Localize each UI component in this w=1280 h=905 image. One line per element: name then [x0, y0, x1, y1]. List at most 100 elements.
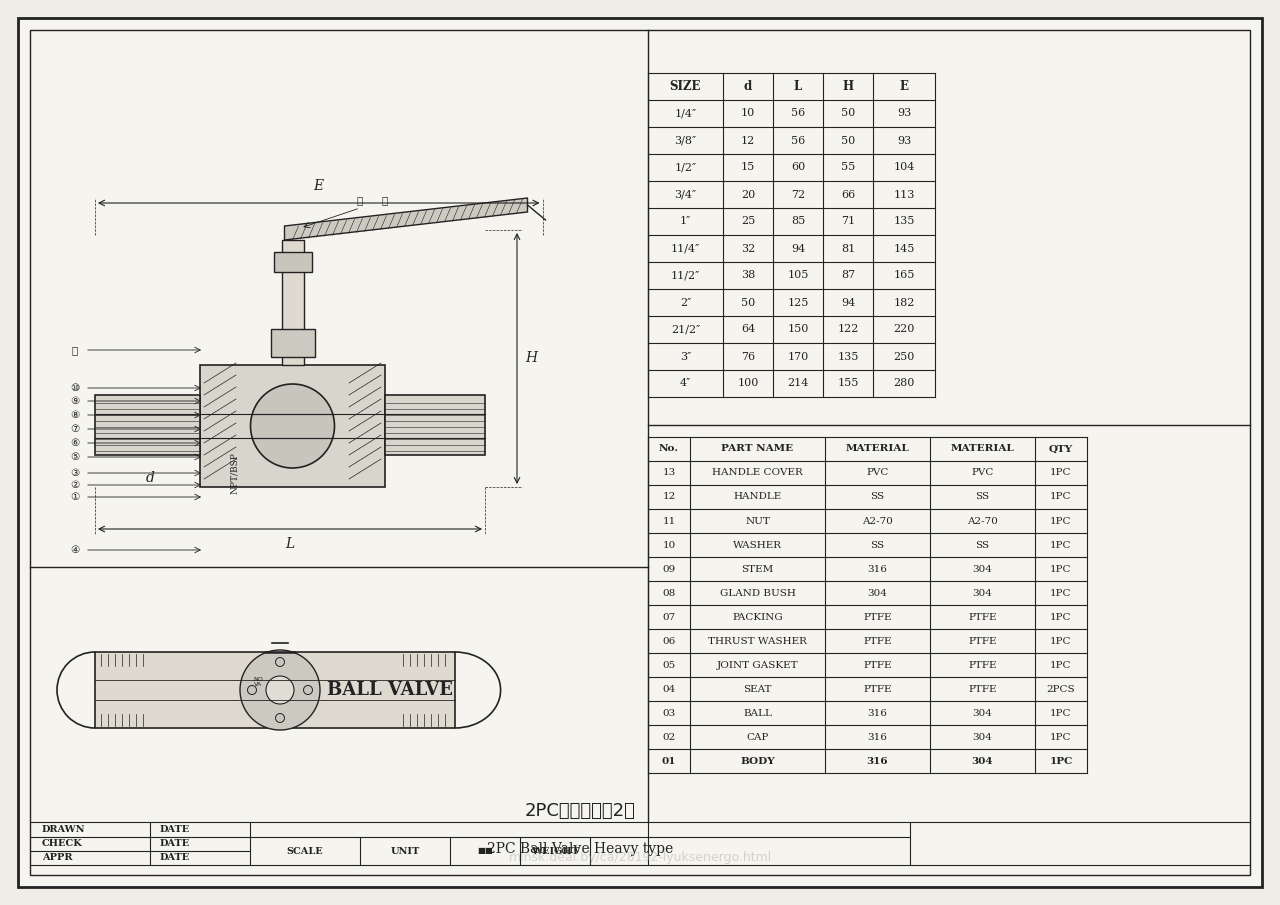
Text: ⑩: ⑩	[70, 383, 79, 393]
Text: ⑥: ⑥	[70, 438, 79, 448]
Text: 105: 105	[787, 271, 809, 281]
Text: 64: 64	[741, 325, 755, 335]
Text: 304: 304	[973, 709, 992, 718]
Text: 55: 55	[841, 163, 855, 173]
Circle shape	[275, 658, 284, 666]
Text: 21/2″: 21/2″	[671, 325, 700, 335]
Text: SCALE: SCALE	[287, 846, 324, 855]
Text: 1PC: 1PC	[1050, 757, 1073, 766]
Text: ④: ④	[70, 545, 79, 555]
Text: 38: 38	[741, 271, 755, 281]
Text: 20: 20	[741, 189, 755, 199]
Text: NPT/BSP: NPT/BSP	[230, 452, 239, 494]
Text: 56: 56	[791, 136, 805, 146]
Text: E: E	[314, 179, 324, 193]
Text: PTFE: PTFE	[863, 636, 892, 645]
Text: 2PCS: 2PCS	[1047, 684, 1075, 693]
Text: PTFE: PTFE	[968, 661, 997, 670]
Text: A2-70: A2-70	[968, 517, 998, 526]
Bar	[270, 329, 315, 357]
Text: 304: 304	[972, 757, 993, 766]
Text: DATE: DATE	[160, 840, 191, 849]
Text: SS: SS	[870, 540, 884, 549]
Text: PART NAME: PART NAME	[722, 444, 794, 453]
Bar	[95, 395, 200, 455]
Circle shape	[266, 676, 294, 704]
Text: 25: 25	[741, 216, 755, 226]
Text: 71: 71	[841, 216, 855, 226]
Text: 50: 50	[841, 136, 855, 146]
Text: WASHER: WASHER	[733, 540, 782, 549]
Text: PVC: PVC	[867, 469, 888, 478]
Text: 11/4″: 11/4″	[671, 243, 700, 253]
Text: 316: 316	[868, 732, 887, 741]
Circle shape	[241, 650, 320, 730]
Text: MATERIAL: MATERIAL	[846, 444, 909, 453]
Text: 11/2″: 11/2″	[671, 271, 700, 281]
Text: QTY: QTY	[1048, 444, 1073, 453]
Text: 12: 12	[662, 492, 676, 501]
Text: 316: 316	[868, 709, 887, 718]
Text: PTFE: PTFE	[863, 661, 892, 670]
Text: 1PC: 1PC	[1051, 661, 1071, 670]
Text: 1PC: 1PC	[1051, 540, 1071, 549]
Text: 50: 50	[741, 298, 755, 308]
Text: 09: 09	[662, 565, 676, 574]
Text: 15: 15	[741, 163, 755, 173]
Text: DATE: DATE	[160, 824, 191, 834]
Text: 304: 304	[973, 588, 992, 597]
Text: minsk.deal.by/cа/28192-lyuksenergo.html: minsk.deal.by/cа/28192-lyuksenergo.html	[508, 851, 772, 863]
Text: 08: 08	[662, 588, 676, 597]
Text: HANDLE: HANDLE	[733, 492, 782, 501]
Text: 12: 12	[741, 136, 755, 146]
Text: HANDLE COVER: HANDLE COVER	[712, 469, 803, 478]
Text: 170: 170	[787, 351, 809, 361]
Text: ⑦: ⑦	[70, 424, 79, 434]
Text: L: L	[285, 537, 294, 551]
Text: 182: 182	[893, 298, 915, 308]
Text: 72: 72	[791, 189, 805, 199]
Text: 165: 165	[893, 271, 915, 281]
Polygon shape	[284, 198, 527, 240]
Text: CAP: CAP	[746, 732, 769, 741]
Text: STEM: STEM	[741, 565, 773, 574]
Text: ②: ②	[70, 480, 79, 490]
Text: DATE: DATE	[160, 853, 191, 862]
Text: 316: 316	[867, 757, 888, 766]
Circle shape	[275, 713, 284, 722]
Text: 1/4″: 1/4″	[675, 109, 696, 119]
Text: THRUST WASHER: THRUST WASHER	[708, 636, 806, 645]
Text: 145: 145	[893, 243, 915, 253]
Text: 93: 93	[897, 109, 911, 119]
Text: PTFE: PTFE	[863, 613, 892, 622]
Text: 06: 06	[662, 636, 676, 645]
Text: 2″: 2″	[680, 298, 691, 308]
Bar	[95, 652, 454, 728]
Text: H: H	[842, 80, 854, 93]
Text: L: L	[794, 80, 803, 93]
Text: 3″: 3″	[680, 351, 691, 361]
Text: 1PC: 1PC	[1051, 709, 1071, 718]
Text: 100: 100	[737, 378, 759, 388]
Text: 76: 76	[741, 351, 755, 361]
Text: d: d	[744, 80, 753, 93]
Text: 1PC: 1PC	[1051, 613, 1071, 622]
Text: SIZE: SIZE	[669, 80, 701, 93]
Text: 81: 81	[841, 243, 855, 253]
Text: SEAT: SEAT	[744, 684, 772, 693]
Text: 10: 10	[662, 540, 676, 549]
Text: 10: 10	[741, 109, 755, 119]
Text: GLAND BUSH: GLAND BUSH	[719, 588, 795, 597]
Text: ⑪: ⑪	[72, 345, 78, 355]
Text: 316: 316	[868, 565, 887, 574]
Text: 01: 01	[662, 757, 676, 766]
Text: 3/4″: 3/4″	[675, 189, 696, 199]
Text: 03: 03	[662, 709, 676, 718]
Text: 07: 07	[662, 613, 676, 622]
Text: ⑬: ⑬	[381, 195, 388, 205]
Text: 05: 05	[662, 661, 676, 670]
Text: 280: 280	[893, 378, 915, 388]
Text: 56: 56	[791, 109, 805, 119]
Text: WEIGHT: WEIGHT	[531, 846, 579, 855]
Text: 1PC: 1PC	[1051, 636, 1071, 645]
